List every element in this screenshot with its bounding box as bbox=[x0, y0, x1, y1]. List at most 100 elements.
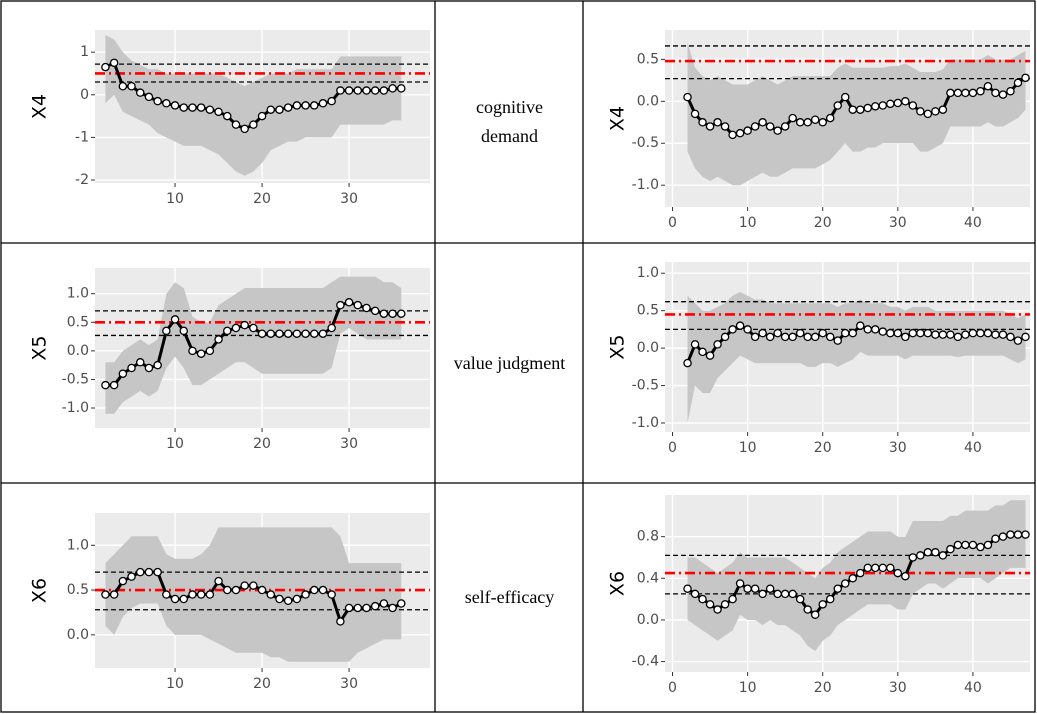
y-tick-label: 0.5 bbox=[67, 314, 89, 330]
y-tick-label: 1.0 bbox=[637, 265, 659, 281]
row-label: value judgment bbox=[453, 352, 566, 373]
y-tick-label: -0.4 bbox=[632, 654, 659, 670]
x-tick-label: 10 bbox=[739, 215, 757, 231]
data-point bbox=[788, 113, 797, 123]
data-point bbox=[231, 323, 241, 333]
data-point bbox=[976, 328, 985, 338]
data-point bbox=[353, 86, 363, 95]
data-point bbox=[916, 551, 925, 560]
data-point bbox=[720, 122, 730, 131]
data-point bbox=[871, 563, 880, 573]
data-point bbox=[179, 326, 189, 336]
data-point bbox=[690, 340, 700, 349]
data-point bbox=[780, 122, 790, 131]
data-point bbox=[214, 335, 223, 344]
data-point bbox=[118, 576, 128, 586]
x-tick-label: 40 bbox=[964, 680, 982, 696]
data-point bbox=[931, 330, 940, 339]
y-tick-label: -1.0 bbox=[632, 415, 659, 431]
data-point bbox=[144, 363, 154, 373]
data-point bbox=[223, 326, 232, 336]
data-point bbox=[698, 594, 707, 604]
data-point bbox=[923, 109, 933, 119]
data-point bbox=[878, 327, 888, 336]
data-point bbox=[698, 347, 707, 357]
data-point bbox=[765, 584, 775, 593]
data-point bbox=[257, 585, 267, 595]
data-point bbox=[818, 328, 827, 338]
data-point bbox=[683, 92, 692, 102]
data-point bbox=[1021, 73, 1030, 83]
data-point bbox=[750, 584, 760, 593]
data-point bbox=[170, 101, 180, 110]
data-point bbox=[886, 328, 895, 338]
data-point bbox=[162, 590, 171, 599]
data-point bbox=[991, 330, 1000, 339]
data-point bbox=[196, 103, 206, 112]
data-point bbox=[758, 118, 767, 127]
data-point bbox=[840, 92, 850, 102]
data-point bbox=[1006, 530, 1015, 539]
data-point bbox=[214, 576, 223, 586]
data-point bbox=[344, 603, 354, 613]
data-point bbox=[292, 329, 302, 338]
x-tick-label: 30 bbox=[340, 436, 358, 452]
data-point bbox=[318, 329, 328, 338]
data-point bbox=[968, 328, 978, 338]
x-tick-label: 20 bbox=[253, 676, 271, 692]
data-point bbox=[109, 380, 119, 390]
y-tick-label: -1.0 bbox=[62, 400, 89, 416]
data-point bbox=[818, 118, 827, 127]
data-point bbox=[127, 572, 136, 581]
data-point bbox=[336, 617, 345, 626]
table-cell: self-efficacy bbox=[436, 483, 583, 712]
data-point bbox=[743, 126, 752, 135]
data-point bbox=[135, 567, 145, 577]
data-point bbox=[998, 90, 1008, 99]
x-tick-label: 40 bbox=[964, 440, 982, 456]
data-point bbox=[780, 332, 790, 342]
x-tick-label: 10 bbox=[739, 680, 757, 696]
data-point bbox=[946, 330, 955, 339]
data-point bbox=[144, 92, 154, 102]
data-point bbox=[690, 109, 700, 119]
data-point bbox=[170, 594, 180, 604]
data-point bbox=[109, 590, 119, 599]
data-point bbox=[301, 101, 310, 110]
data-point bbox=[848, 574, 858, 583]
row-label: self-efficacy bbox=[464, 587, 555, 607]
data-point bbox=[388, 84, 397, 93]
data-point bbox=[976, 542, 985, 552]
data-point bbox=[983, 328, 993, 338]
chart: 1.0 0.5 0.0 -0.5 -1.0 10 20 30 X5 bbox=[29, 268, 430, 452]
data-point bbox=[683, 358, 692, 368]
x-tick-label: 10 bbox=[166, 191, 184, 207]
data-point bbox=[878, 563, 888, 573]
data-point bbox=[953, 88, 963, 98]
data-point bbox=[179, 594, 189, 604]
chart: 0.5 0.0 -0.5 -1.0 0 10 20 30 40 X4 bbox=[607, 30, 1030, 231]
data-point bbox=[266, 329, 276, 338]
data-point bbox=[153, 567, 162, 577]
data-point bbox=[713, 118, 722, 127]
data-point bbox=[788, 332, 797, 342]
data-point bbox=[893, 328, 903, 338]
data-point bbox=[938, 551, 948, 560]
data-point bbox=[275, 329, 284, 338]
data-point bbox=[983, 540, 993, 550]
y-tick-label: 0.0 bbox=[67, 343, 89, 359]
data-point bbox=[301, 590, 310, 599]
data-point bbox=[188, 346, 197, 356]
y-tick-label: 0.0 bbox=[637, 340, 659, 356]
data-point bbox=[968, 88, 978, 98]
data-point bbox=[196, 349, 206, 358]
data-point bbox=[750, 122, 760, 131]
data-point bbox=[205, 105, 215, 114]
x-tick-label: 10 bbox=[166, 436, 184, 452]
data-point bbox=[135, 88, 145, 97]
data-point bbox=[118, 82, 128, 91]
data-point bbox=[170, 315, 180, 324]
